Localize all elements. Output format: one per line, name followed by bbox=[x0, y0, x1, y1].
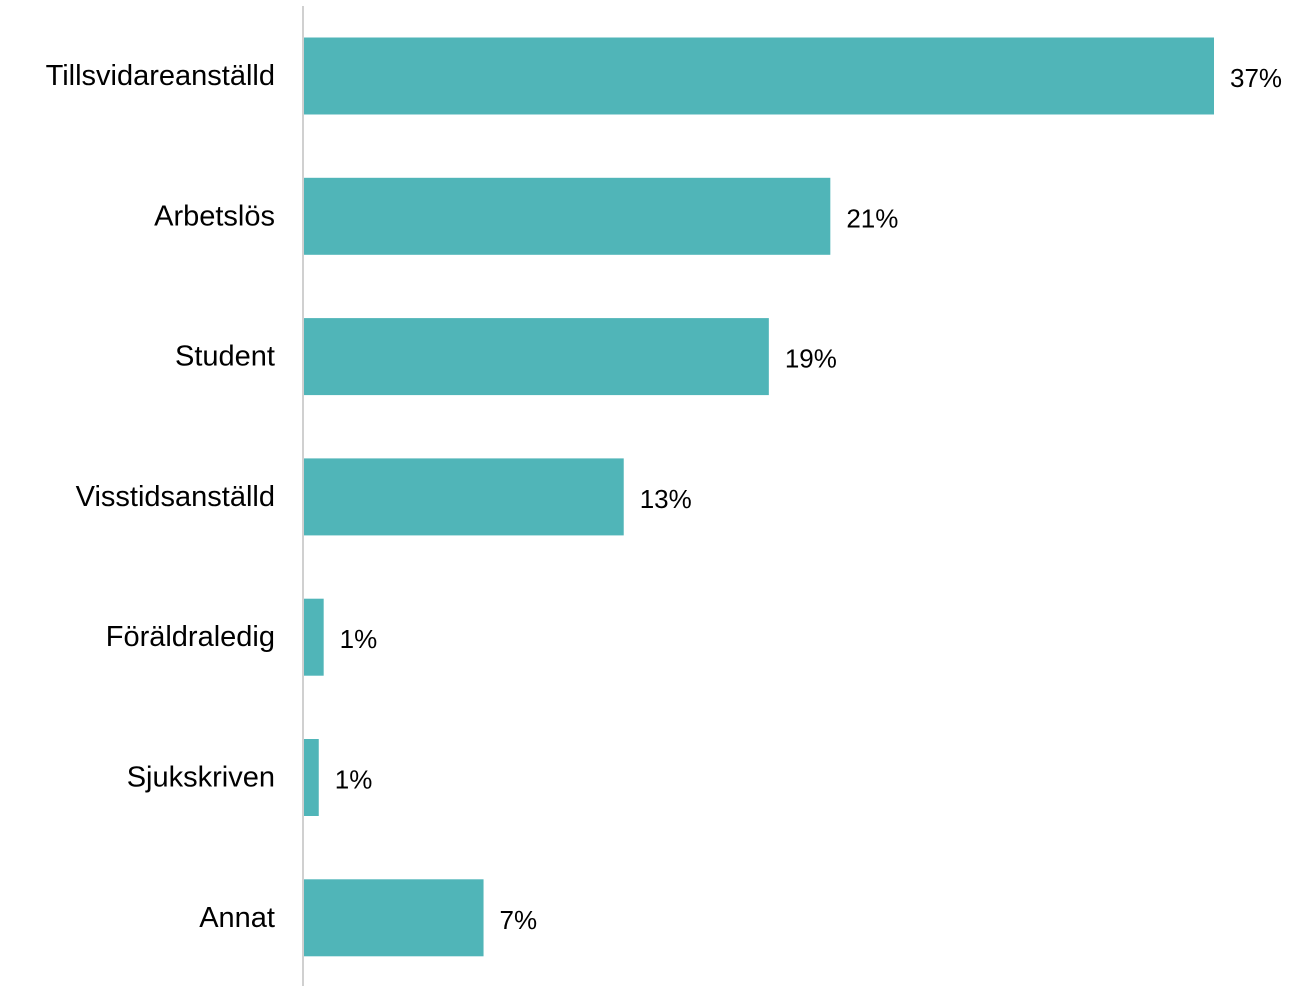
category-label-3: Student bbox=[175, 341, 275, 373]
bar-3 bbox=[304, 318, 769, 396]
category-label-6: Sjukskriven bbox=[127, 762, 275, 794]
category-label-2: Arbetslös bbox=[154, 200, 275, 232]
bar-4 bbox=[304, 458, 624, 536]
bar-2 bbox=[304, 177, 831, 255]
value-label-5: 1% bbox=[340, 624, 378, 654]
value-label-6: 1% bbox=[335, 765, 373, 795]
category-label-4: Visstidsanställd bbox=[76, 481, 275, 513]
value-label-4: 13% bbox=[640, 484, 692, 514]
value-label-7: 7% bbox=[500, 905, 538, 935]
value-label-1: 37% bbox=[1230, 63, 1282, 93]
bar-6 bbox=[304, 739, 319, 816]
bar-7 bbox=[304, 879, 484, 957]
category-label-5: Föräldraledig bbox=[106, 621, 275, 653]
category-label-1: Tillsvidareanställd bbox=[46, 60, 275, 92]
bar-5 bbox=[304, 598, 324, 676]
value-label-2: 21% bbox=[846, 203, 898, 233]
bars-layer: Tillsvidareanställd 37% Arbetslös 21% Studen… bbox=[46, 37, 1282, 957]
value-label-3: 19% bbox=[785, 344, 837, 374]
category-label-7: Annat bbox=[199, 902, 275, 934]
bar-1 bbox=[304, 37, 1214, 115]
